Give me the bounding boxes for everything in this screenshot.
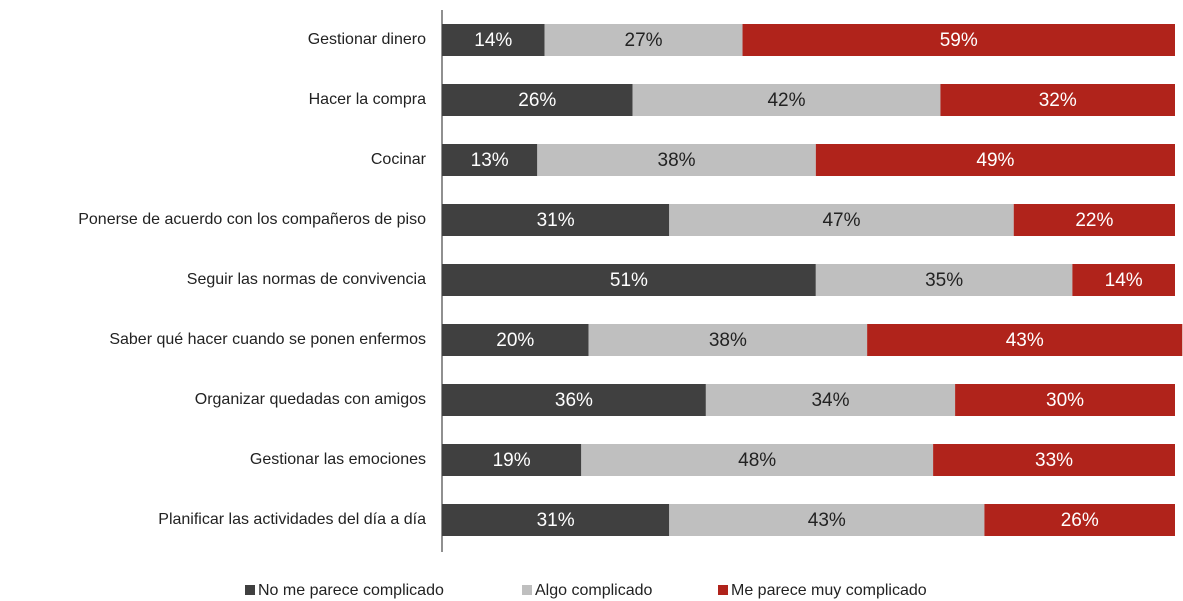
bar-segment bbox=[581, 444, 934, 476]
value-label: 22% bbox=[1075, 210, 1113, 231]
bar-segment bbox=[933, 444, 1175, 476]
value-label: 49% bbox=[976, 150, 1014, 171]
category-label: Gestionar dinero bbox=[308, 31, 426, 48]
value-label: 14% bbox=[474, 30, 512, 51]
value-label: 48% bbox=[738, 450, 776, 471]
value-label: 32% bbox=[1039, 90, 1077, 111]
bar-segment bbox=[442, 84, 633, 116]
legend-swatch bbox=[522, 585, 532, 595]
bar-segment bbox=[867, 324, 1183, 356]
value-label: 36% bbox=[555, 390, 593, 411]
value-label: 38% bbox=[658, 150, 696, 171]
legend-label: Me parece muy complicado bbox=[731, 582, 927, 599]
value-label: 14% bbox=[1105, 270, 1143, 291]
bar-segment bbox=[442, 264, 816, 296]
bar-segment bbox=[815, 144, 1175, 176]
bar-segment bbox=[442, 504, 670, 536]
legend-swatch bbox=[245, 585, 255, 595]
bar-segment bbox=[442, 24, 545, 56]
value-label: 19% bbox=[493, 450, 531, 471]
bar-segment bbox=[669, 504, 985, 536]
bar-segment bbox=[669, 204, 1014, 236]
value-label: 31% bbox=[537, 210, 575, 231]
category-label: Gestionar las emociones bbox=[250, 451, 426, 468]
bar-segment bbox=[984, 504, 1175, 536]
bar-segment bbox=[1072, 264, 1175, 296]
value-label: 31% bbox=[537, 510, 575, 531]
bar-segment bbox=[1013, 204, 1175, 236]
category-label: Ponerse de acuerdo con los compañeros de… bbox=[78, 211, 426, 228]
value-label: 42% bbox=[767, 90, 805, 111]
value-label: 43% bbox=[808, 510, 846, 531]
value-label: 43% bbox=[1006, 330, 1044, 351]
legend-label: No me parece complicado bbox=[258, 582, 444, 599]
category-label: Organizar quedadas con amigos bbox=[195, 391, 426, 408]
bar-segment bbox=[442, 144, 538, 176]
category-label: Hacer la compra bbox=[309, 91, 426, 108]
value-label: 26% bbox=[1061, 510, 1099, 531]
value-label: 30% bbox=[1046, 390, 1084, 411]
bar-segment bbox=[442, 384, 706, 416]
value-label: 51% bbox=[610, 270, 648, 291]
category-label: Seguir las normas de convivencia bbox=[187, 271, 426, 288]
bar-segment bbox=[815, 264, 1073, 296]
value-label: 38% bbox=[709, 330, 747, 351]
category-label: Cocinar bbox=[371, 151, 427, 168]
value-label: 59% bbox=[940, 30, 978, 51]
legend-swatch bbox=[718, 585, 728, 595]
legend-label: Algo complicado bbox=[535, 582, 653, 599]
bar-segment bbox=[537, 144, 816, 176]
bar-segment bbox=[442, 324, 589, 356]
bar-segment bbox=[588, 324, 868, 356]
value-label: 33% bbox=[1035, 450, 1073, 471]
bar-segment bbox=[442, 444, 582, 476]
value-label: 35% bbox=[925, 270, 963, 291]
value-label: 13% bbox=[471, 150, 509, 171]
value-label: 34% bbox=[811, 390, 849, 411]
bar-segment bbox=[742, 24, 1175, 56]
value-label: 20% bbox=[496, 330, 534, 351]
bar-segment bbox=[940, 84, 1175, 116]
category-label: Planificar las actividades del día a día bbox=[158, 511, 426, 528]
value-label: 27% bbox=[625, 30, 663, 51]
value-label: 47% bbox=[822, 210, 860, 231]
bar-segment bbox=[544, 24, 743, 56]
value-label: 26% bbox=[518, 90, 556, 111]
bar-segment bbox=[442, 204, 670, 236]
bar-segment bbox=[705, 384, 956, 416]
category-label: Saber qué hacer cuando se ponen enfermos bbox=[109, 331, 426, 348]
bar-segment bbox=[632, 84, 941, 116]
bar-segment bbox=[955, 384, 1175, 416]
